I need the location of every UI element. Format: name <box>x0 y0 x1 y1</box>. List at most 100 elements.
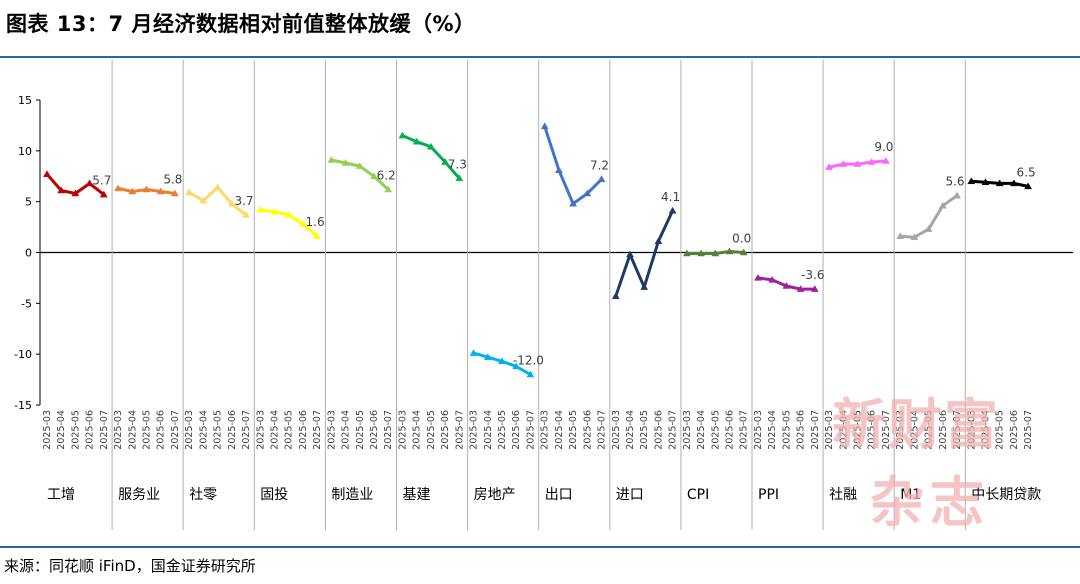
category-label: 固投 <box>260 487 288 503</box>
data-point <box>768 275 777 283</box>
y-tick-label: 15 <box>18 94 32 107</box>
data-point <box>284 210 293 218</box>
watermark-line1: 新财富 <box>832 392 1000 456</box>
x-tick-label: 2025-04 <box>483 410 494 450</box>
x-tick-label: 2025-06 <box>298 410 309 450</box>
x-tick-label: 2025-06 <box>156 410 167 450</box>
x-tick-label: 2025-06 <box>653 410 664 450</box>
data-point <box>199 196 208 204</box>
x-tick-label: 2025-06 <box>1009 410 1020 450</box>
x-tick-label: 2025-03 <box>895 410 906 450</box>
data-point <box>185 188 194 196</box>
x-tick-label: 2025-07 <box>597 410 608 450</box>
data-point <box>156 187 165 195</box>
data-point <box>1009 179 1018 187</box>
data-label: 5.6 <box>945 175 964 189</box>
data-label: 0.0 <box>732 232 751 246</box>
data-label: 7.2 <box>590 158 609 172</box>
data-point <box>540 122 549 130</box>
top-rule <box>0 56 1080 58</box>
data-label: 4.1 <box>661 190 680 204</box>
x-tick-label: 2025-04 <box>625 410 636 450</box>
data-point <box>569 199 578 207</box>
x-tick-label: 2025-06 <box>440 410 451 450</box>
data-point <box>611 292 620 299</box>
x-tick-label: 2025-04 <box>198 410 209 450</box>
category-label: PPI <box>758 487 779 503</box>
data-point <box>725 247 734 255</box>
y-tick-label: -10 <box>14 348 32 361</box>
category-label: 服务业 <box>118 487 160 503</box>
data-label: 5.8 <box>163 173 182 187</box>
data-label: 6.5 <box>1017 165 1036 179</box>
data-point <box>924 225 933 232</box>
data-point <box>370 172 378 180</box>
x-tick-label: 2025-04 <box>554 410 565 450</box>
x-tick-label: 2025-03 <box>42 410 53 450</box>
data-point <box>170 189 179 197</box>
x-tick-label: 2025-04 <box>981 410 992 450</box>
category-label: 社融 <box>829 487 857 503</box>
data-label: 6.2 <box>377 168 396 182</box>
x-tick-label: 2025-04 <box>412 410 423 450</box>
data-label: 1.6 <box>306 215 325 229</box>
x-tick-label: 2025-06 <box>227 410 238 450</box>
data-point <box>810 285 819 292</box>
x-tick-label: 2025-03 <box>113 410 124 450</box>
data-point <box>554 166 563 173</box>
category-label: 制造业 <box>331 487 373 503</box>
x-tick-label: 2025-04 <box>696 410 707 450</box>
data-point <box>483 353 492 360</box>
data-point <box>910 233 919 241</box>
data-label: 3.7 <box>234 194 253 208</box>
data-point <box>455 174 464 182</box>
data-label: -12.0 <box>513 354 544 368</box>
x-tick-label: 2025-06 <box>85 410 96 450</box>
category-label: 房地产 <box>474 487 516 503</box>
data-point <box>469 349 478 356</box>
data-point <box>213 183 222 191</box>
data-point <box>313 232 322 239</box>
x-tick-label: 2025-06 <box>938 410 949 450</box>
data-point <box>1024 182 1033 190</box>
category-label: 工增 <box>47 487 75 503</box>
data-point <box>995 179 1004 187</box>
x-tick-label: 2025-03 <box>682 410 693 450</box>
x-tick-label: 2025-05 <box>284 410 295 450</box>
data-point <box>242 210 250 218</box>
x-tick-label: 2025-06 <box>369 410 380 450</box>
y-tick-label: 10 <box>18 145 32 158</box>
data-point <box>739 248 748 256</box>
x-tick-label: 2025-04 <box>56 410 67 450</box>
category-label: 基建 <box>403 486 431 503</box>
data-point <box>526 370 535 378</box>
data-point <box>298 220 307 227</box>
data-point <box>498 357 506 365</box>
data-point <box>398 131 407 139</box>
data-point <box>796 285 805 292</box>
x-tick-label: 2025-03 <box>255 410 266 450</box>
x-tick-label: 2025-04 <box>838 410 849 450</box>
category-label: 出口 <box>545 487 573 503</box>
data-point <box>754 273 762 281</box>
x-tick-label: 2025-07 <box>525 410 536 450</box>
x-tick-label: 2025-05 <box>924 410 935 450</box>
x-tick-label: 2025-03 <box>611 410 622 450</box>
data-point <box>782 282 791 289</box>
data-point <box>967 177 976 185</box>
x-tick-label: 2025-07 <box>454 410 465 450</box>
x-tick-label: 2025-07 <box>99 410 110 450</box>
data-point <box>71 189 80 197</box>
y-tick-label: -15 <box>14 399 32 412</box>
data-point <box>839 160 848 167</box>
x-tick-label: 2025-07 <box>881 410 892 450</box>
x-tick-label: 2025-04 <box>127 410 138 450</box>
x-tick-label: 2025-06 <box>796 410 807 450</box>
data-point <box>711 249 720 257</box>
x-tick-label: 2025-06 <box>582 410 593 450</box>
data-point <box>142 185 151 193</box>
x-tick-label: 2025-07 <box>1023 410 1034 450</box>
watermark-line2: 杂志 <box>870 470 990 534</box>
x-tick-label: 2025-05 <box>142 410 153 450</box>
x-tick-label: 2025-05 <box>710 410 721 450</box>
